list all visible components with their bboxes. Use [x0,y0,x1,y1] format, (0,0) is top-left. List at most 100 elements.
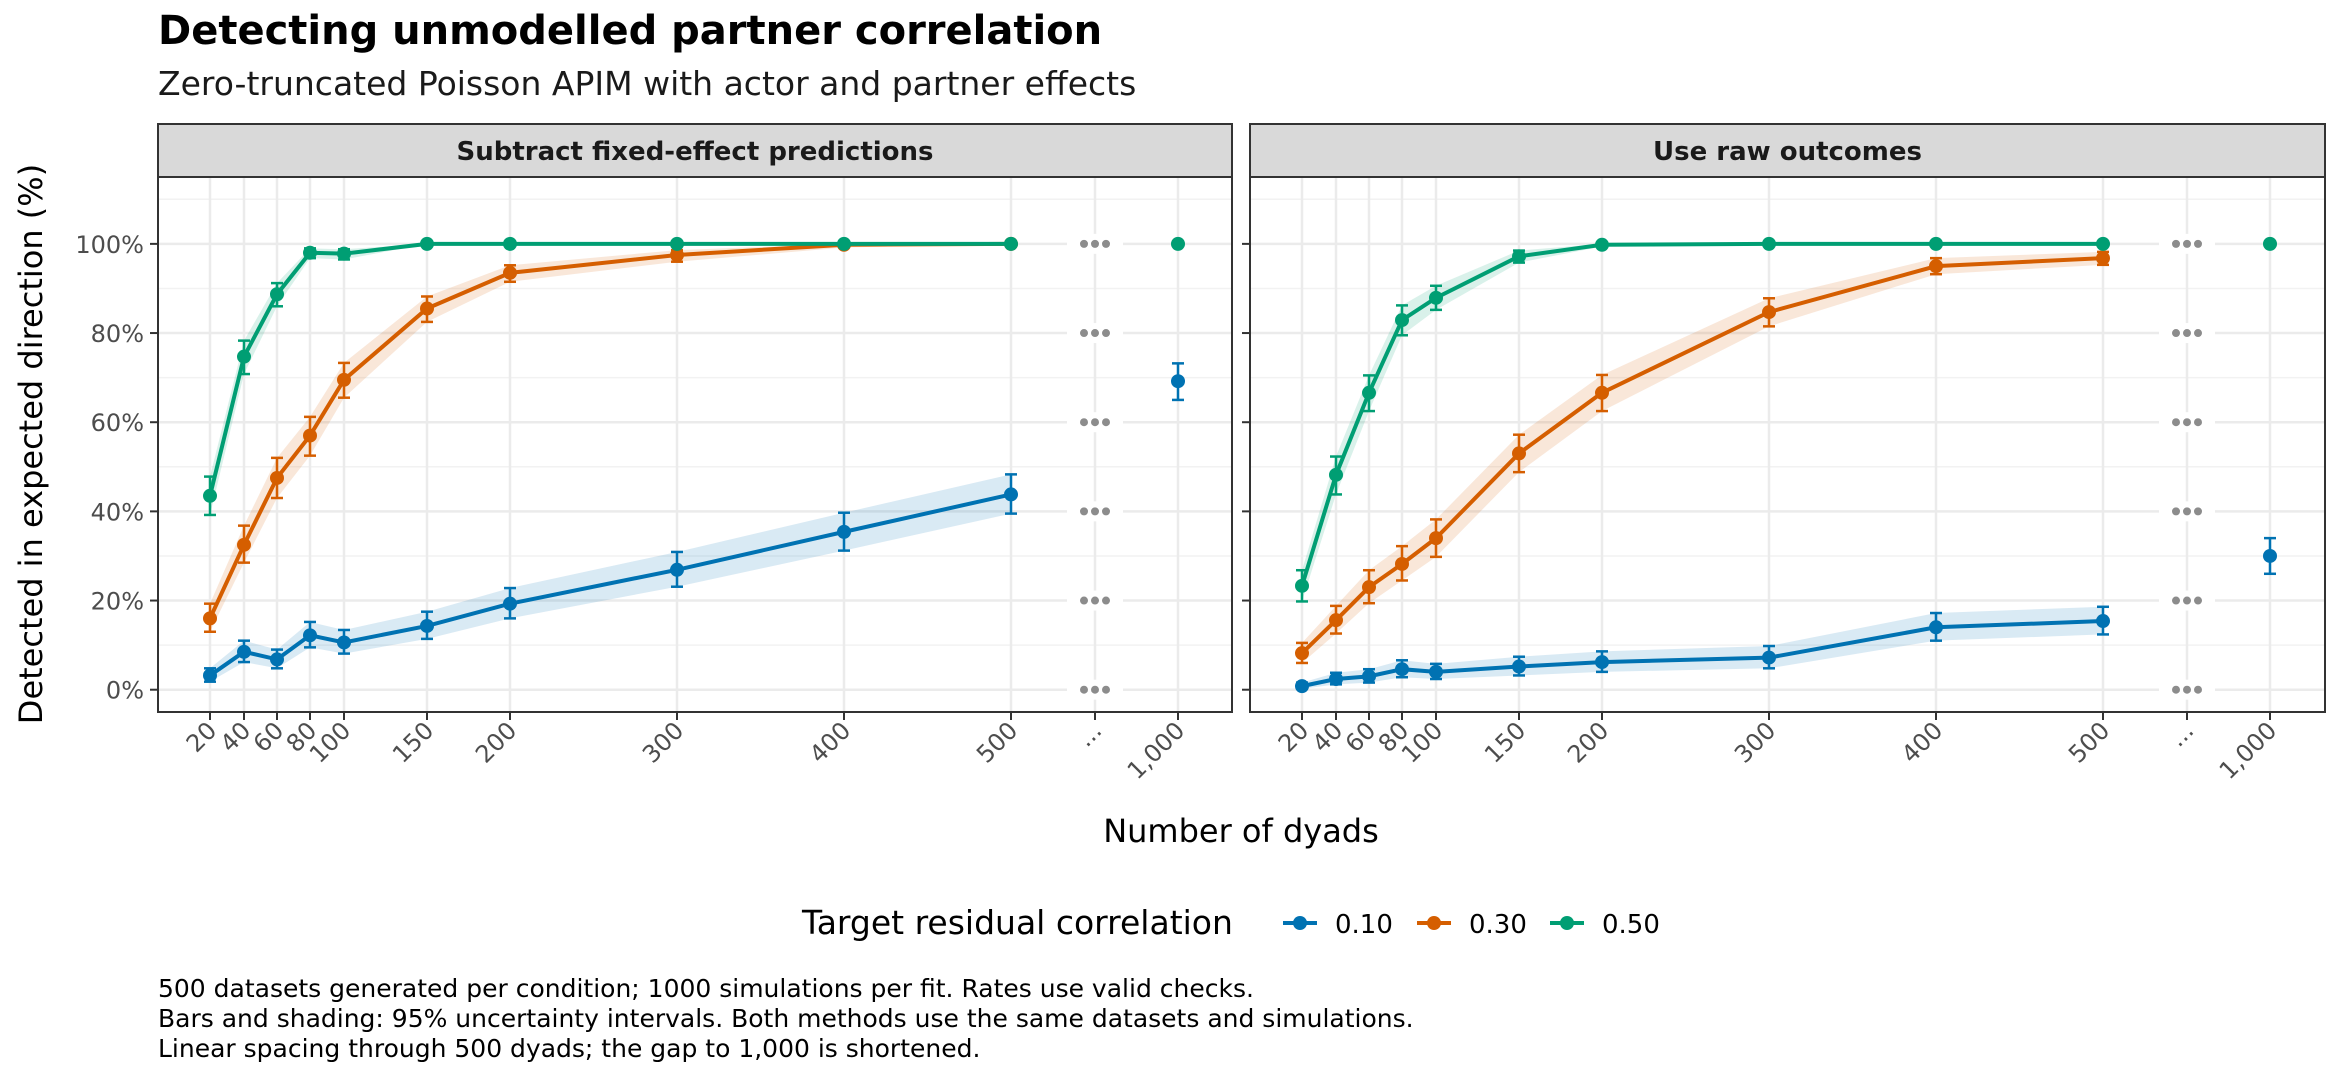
break-dot [2183,685,2191,694]
caption: 500 datasets generated per condition; 10… [158,974,1414,1064]
legend-label: 0.30 [1469,910,1527,940]
x-break-label: ... [2163,716,2199,752]
break-dot [2183,418,2191,427]
break-dot [1080,685,1088,694]
data-point [203,668,217,683]
data-point [503,236,517,251]
data-point [420,618,434,633]
x-tick-label: 1,000 [2214,716,2282,784]
x-tick-label: 500 [971,716,1023,768]
series-line [1300,241,2103,587]
break-dot [2172,239,2180,248]
chart-title: Detecting unmodelled partner correlation [158,8,1103,54]
data-point [1762,236,1776,251]
break-dot [1091,329,1099,338]
break-dot [1080,329,1088,338]
break-dot [1091,418,1099,427]
data-point [1929,620,1943,635]
legend-entry-0.10: 0.10 [1283,910,1393,940]
series-0.10 [1295,536,2277,694]
chart-area: Subtract fixed-effect predictions 0% 20% 40… [12,123,2326,942]
axis-break-marker [1067,590,1123,611]
data-point [303,245,317,260]
break-dot [2172,329,2180,338]
data-point [1929,259,1943,274]
uncertainty-band [210,243,1011,515]
break-dot [2183,329,2191,338]
legend-key-point [1560,916,1574,930]
x-tick-label: 400 [804,716,856,768]
break-dot [1102,239,1110,248]
data-point [1362,580,1376,595]
data-point [203,611,217,626]
axis-break-marker [2159,501,2215,522]
break-dot [2172,507,2180,516]
axis-break-marker [1067,412,1123,433]
x-tick-label: 500 [2063,716,2115,768]
data-point [1395,313,1409,328]
data-point [1171,374,1185,389]
break-dot [2183,596,2191,605]
legend-title: Target residual correlation [801,903,1233,942]
break-dot [1091,596,1099,605]
data-point [270,287,284,302]
data-point [1004,487,1018,502]
y-tick-label: 0% [106,677,144,705]
y-tick-label: 80% [91,320,144,348]
data-point [1512,249,1526,264]
panel-strip [1249,123,2326,178]
x-tick-label: 150 [1479,716,1531,768]
data-point [1762,305,1776,320]
data-point [1512,446,1526,461]
break-dot [1102,329,1110,338]
panel-1: Subtract fixed-effect predictions 0% 20% 40… [75,123,1233,785]
legend-label: 0.50 [1602,910,1660,940]
axis-break-marker [2159,679,2215,700]
y-tick-label: 100% [75,231,144,259]
data-point [1295,578,1309,593]
data-point [1362,669,1376,684]
data-point [237,349,251,364]
legend-entry-0.30: 0.30 [1417,910,1527,940]
data-point [1295,646,1309,661]
x-tick-label: 1,000 [1122,716,1190,784]
x-tick-label: 100 [304,716,356,768]
x-axis-title: Number of dyads [1103,812,1379,850]
series-line [1301,619,2104,689]
data-point [303,628,317,643]
series-0.50 [203,236,1185,517]
axis-break-marker [1067,501,1123,522]
data-point [837,524,851,539]
data-point [670,562,684,577]
x-tick-label: 400 [1896,716,1948,768]
break-dot [2194,507,2202,516]
panel-border [157,176,1233,713]
x-break-label: ... [1071,716,1107,752]
data-point [270,652,284,667]
y-tick-label: 20% [91,588,144,616]
axis-break-marker [2159,323,2215,344]
data-point [337,372,351,387]
data-point [2096,251,2110,266]
data-point [1595,237,1609,252]
data-point [2096,236,2110,251]
break-dot [2194,418,2202,427]
caption-line-1: 500 datasets generated per condition; 10… [158,974,1254,1003]
data-point [2096,614,2110,629]
axis-break-marker [2159,233,2215,254]
axis-break-marker [1067,323,1123,344]
break-dot [1102,507,1110,516]
uncertainty-band [1302,251,2103,663]
break-dot [1091,507,1099,516]
data-point [670,236,684,251]
axis-break-marker [1067,679,1123,700]
caption-line-2: Bars and shading: 95% uncertainty interv… [158,1004,1414,1033]
data-point [337,246,351,261]
break-dot [1091,239,1099,248]
axis-break-marker [1067,233,1123,254]
break-dot [2172,596,2180,605]
data-point [1429,531,1443,546]
break-dot [1091,685,1099,694]
series-0.30 [1295,250,2110,665]
